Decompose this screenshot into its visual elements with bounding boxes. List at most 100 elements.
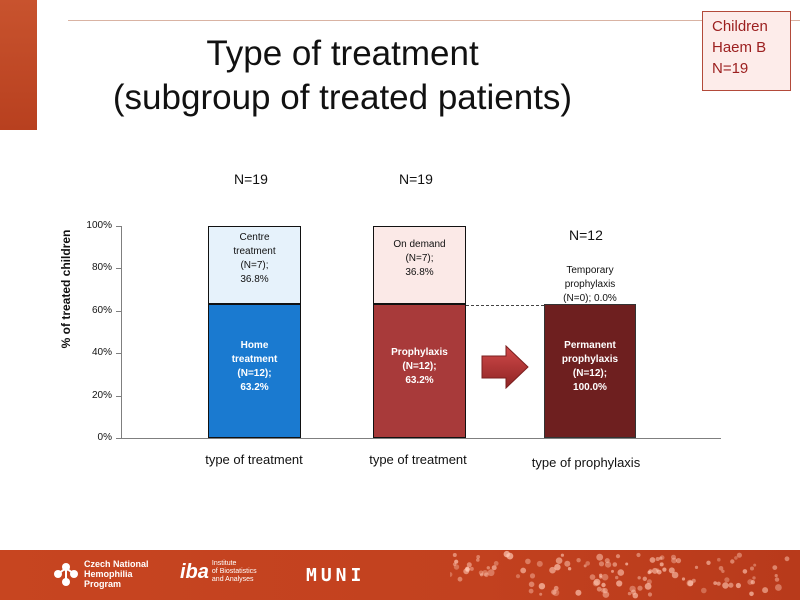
footer-dot [750,566,754,571]
x-category-label: type of treatment [369,452,467,467]
footer-dot [636,552,641,558]
chnp-logo-line-3: Program [84,579,122,589]
footer-dot [583,564,587,568]
footer-dot [616,580,623,587]
molecule-icon [54,563,78,586]
footer-dot [520,567,527,574]
footer-dot [593,578,601,586]
footer-dot [753,563,757,567]
cohort-count: N=19 [712,60,749,77]
footer-dot [596,553,604,561]
footer-dot [612,562,618,567]
footer-dot [486,566,490,570]
footer-dot [551,589,557,595]
footer-dot [655,557,660,561]
y-tick-label: 20% [91,389,112,401]
iba-logo-line-3: and Analyses [211,576,254,583]
iba-logo-mark: iba [180,560,209,583]
footer-dot [453,564,460,570]
right-arrow-icon [481,345,529,389]
footer-dot [625,562,629,566]
footer-dot [538,583,546,590]
footer-dot [647,592,653,597]
y-tick-label: 80% [91,262,112,274]
footer-dot [466,562,472,568]
footer-dot [564,560,571,567]
footer-dot [554,564,561,571]
iba-logo: iba Institute of Biostatistics and Analy… [180,560,257,584]
footer-dot [736,552,742,558]
footer-dot [555,557,563,564]
footer-dot [784,556,790,562]
footer-dot [774,577,780,582]
footer-dot [694,565,699,569]
y-tick-label: 100% [86,220,112,231]
footer-dot [567,567,572,571]
bar-segment-label: Home treatment (N=12); 63.2% [231,340,278,393]
slide-title: Type of treatment (subgroup of treated p… [60,32,625,120]
footer-dot [749,591,754,597]
footer-dot [560,553,564,557]
footer-dot [482,570,489,576]
footer-dot [536,560,543,567]
bar-segment [544,304,636,438]
footer-dot [611,569,614,573]
footer-bar: Czech National Hemophilia Program iba In… [0,550,800,600]
x-axis-line [121,438,721,439]
footer-dot [671,557,677,564]
footer-dot [528,581,535,588]
y-tick-label: 60% [91,304,112,316]
footer-dot [652,567,658,574]
footer-dot [752,576,756,580]
cohort-disease: Haem B [712,39,767,56]
title-line-1: Type of treatment [206,34,479,73]
footer-dot [750,580,755,585]
footer-dot [656,569,662,575]
footer-dot [602,591,610,598]
footer-dot [724,577,730,583]
footer-dot [717,557,721,562]
y-axis-line [121,226,122,438]
footer-dot [747,579,754,585]
footer-dot [539,592,543,596]
footer-dot [687,580,694,587]
footer-dot [713,581,718,585]
title-line-2: (subgroup of treated patients) [112,78,573,117]
footer-dot [644,583,652,590]
footer-dot [647,570,651,575]
footer-dot [479,573,484,577]
footer-dot [637,585,643,591]
bar-segment [373,304,466,438]
footer-dot [675,558,682,564]
footer-dot [452,553,457,557]
footer-dot [465,566,470,571]
bar-segment-label: On demand (N=7); 36.8% [393,239,446,278]
corner-accent [0,0,37,130]
footer-dot [668,567,675,574]
footer-dot [552,589,560,597]
bar-n-label: N=19 [399,171,433,187]
footer-dot [605,561,612,568]
footer-dot [734,556,738,560]
y-tick [116,310,121,312]
footer-dot [503,550,510,558]
chnp-logo: Czech National Hemophilia Program [52,559,149,589]
footer-dot [592,580,599,587]
footer-dot [599,575,603,579]
footer-dot [735,582,741,589]
y-tick-label: 0% [97,432,112,443]
iba-logo-line-1: Institute [211,560,237,567]
footer-dot [659,555,665,560]
footer-dot [642,576,647,581]
footer-dot [632,592,639,599]
footer-dot [576,558,581,563]
y-tick-label: 40% [91,347,112,359]
footer-dot [553,585,559,591]
footer-dot [659,556,663,560]
footer-dot [589,574,596,580]
footer-dot [457,576,463,582]
y-tick [116,395,121,397]
footer-dot [493,561,499,566]
footer-dot [722,582,729,589]
footer-dot [454,559,459,564]
